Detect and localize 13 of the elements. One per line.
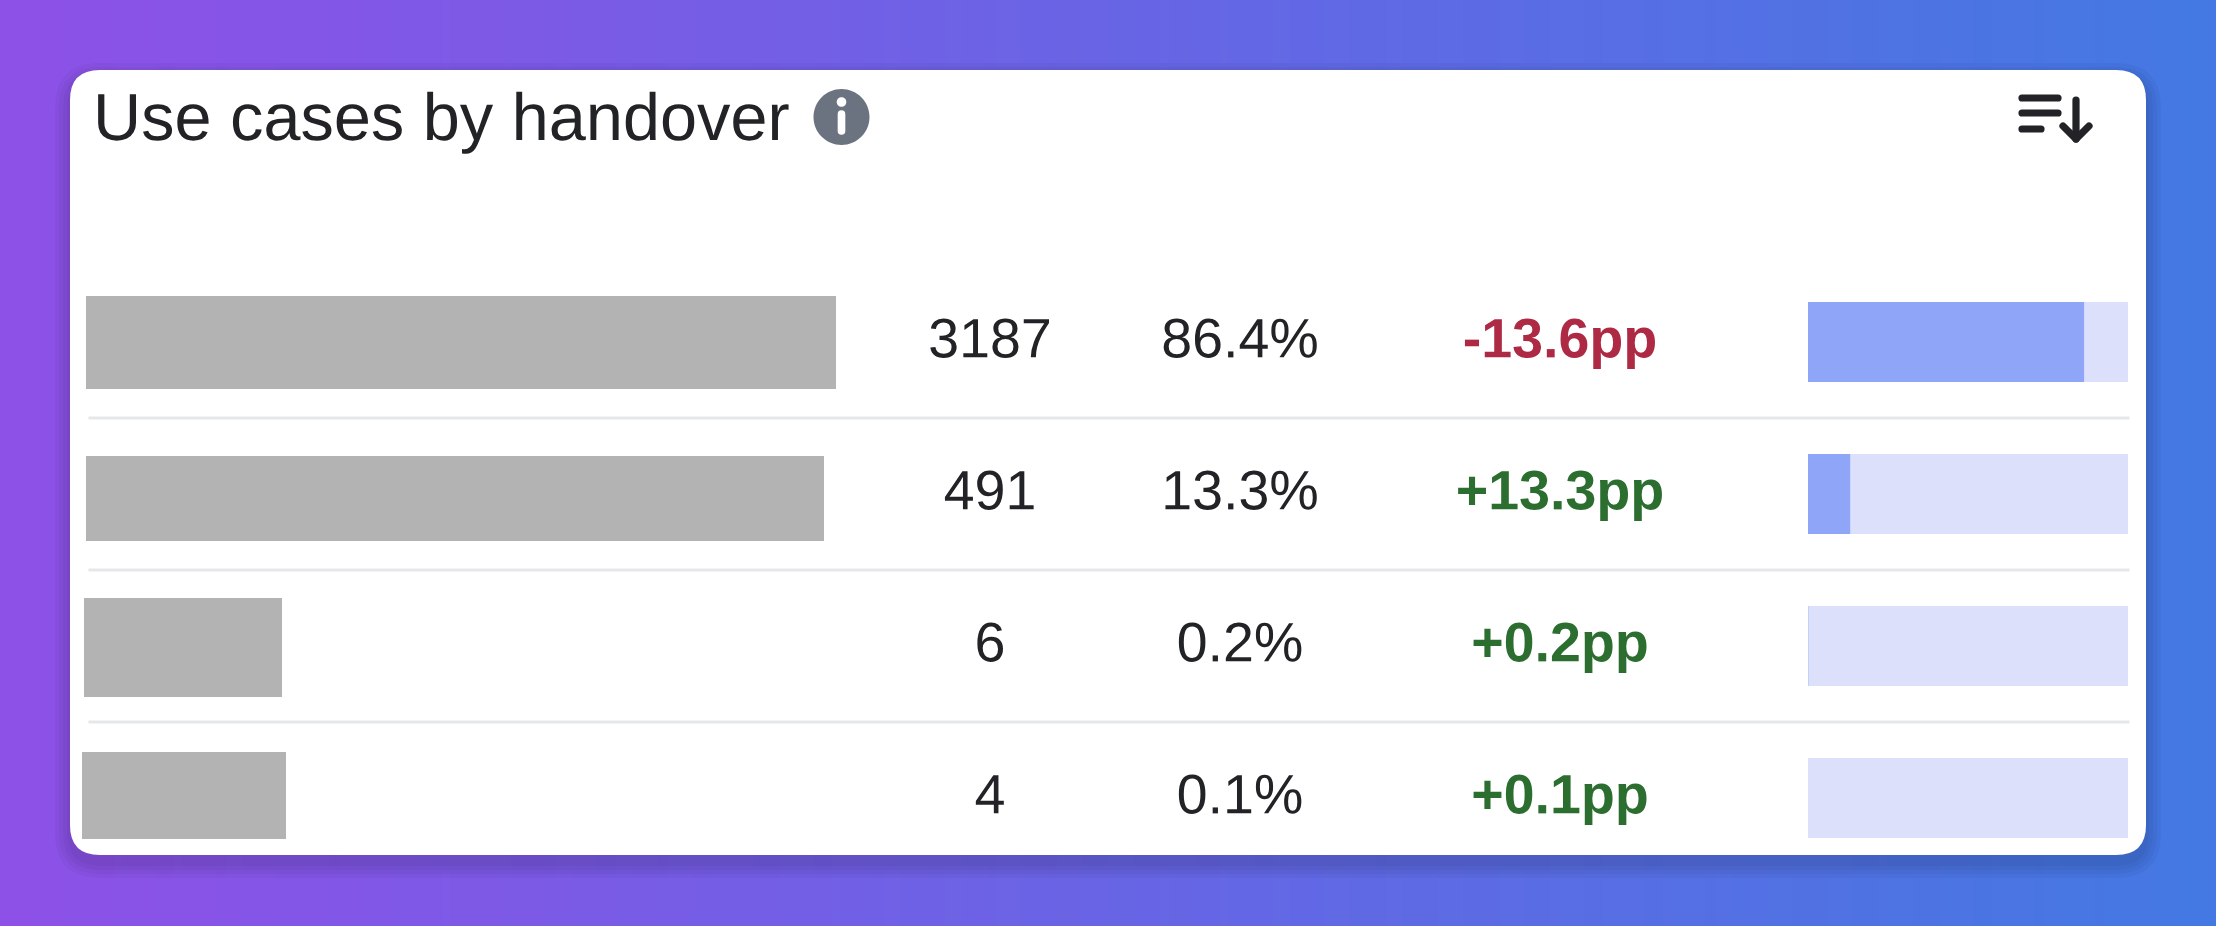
data-label: 0.2% <box>1178 622 1302 662</box>
text: 3187 <box>930 318 1050 358</box>
data-label: 13.3% <box>1165 470 1317 510</box>
data-label: 86.4% <box>1163 318 1317 358</box>
data-label: 0.1% <box>1178 774 1302 814</box>
text: Use cases by handover <box>98 91 789 154</box>
text: +13.3pp <box>1458 470 1662 521</box>
text: 6 <box>977 622 1004 662</box>
text: 491 <box>944 470 1034 510</box>
text: 4 <box>975 775 1004 814</box>
text: +0.2pp <box>1473 622 1647 673</box>
text: -13.6pp <box>1464 318 1655 369</box>
text: +0.1pp <box>1473 774 1647 825</box>
